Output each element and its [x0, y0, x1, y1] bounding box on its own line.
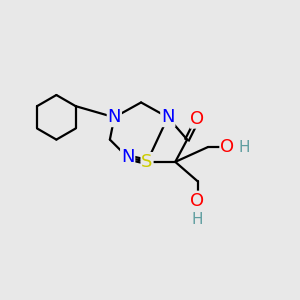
- Text: S: S: [141, 153, 153, 171]
- Text: N: N: [121, 148, 134, 166]
- Text: O: O: [190, 191, 205, 209]
- Text: H: H: [238, 140, 250, 154]
- Text: O: O: [220, 138, 234, 156]
- Text: N: N: [161, 108, 175, 126]
- Text: O: O: [190, 110, 205, 128]
- Text: H: H: [192, 212, 203, 227]
- Text: N: N: [108, 108, 121, 126]
